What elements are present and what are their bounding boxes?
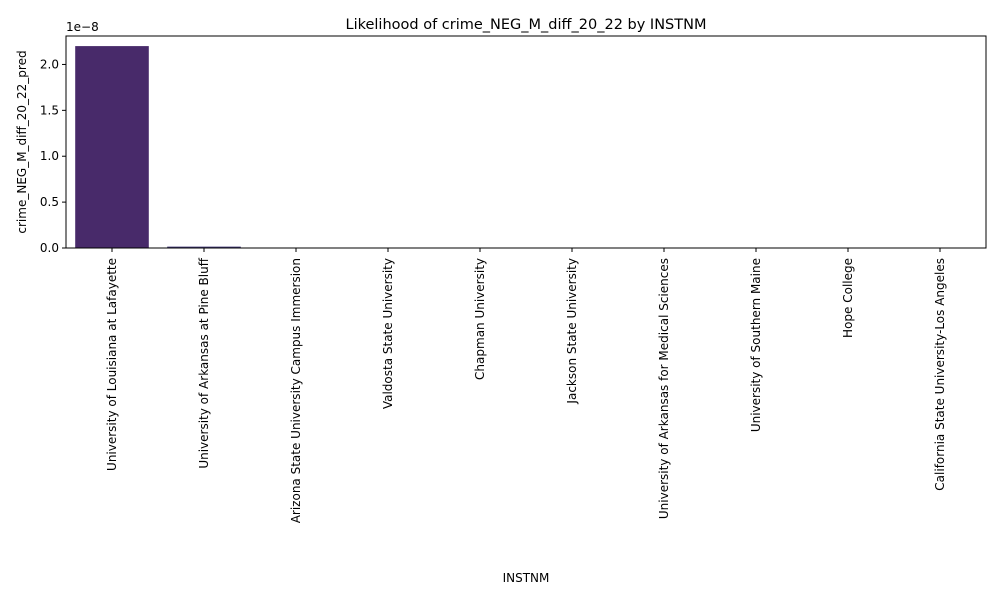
x-axis: University of Louisiana at Lafayette Univ… [105, 248, 947, 523]
bar-1 [75, 46, 149, 248]
x-tick-label: Arizona State University Campus Immersio… [289, 258, 303, 523]
y-tick-label: 0.0 [40, 241, 59, 255]
x-tick-label: University of Louisiana at Lafayette [105, 258, 119, 471]
plot-frame [65, 35, 987, 249]
x-tick-label: Hope College [841, 258, 855, 338]
y-axis-label: crime_NEG_M_diff_20_22_pred [15, 50, 29, 233]
bars [75, 46, 977, 248]
bar-2 [167, 246, 241, 248]
x-tick-label: Jackson State University [565, 258, 579, 405]
y-tick-label: 0.5 [40, 195, 59, 209]
chart-title: Likelihood of crime_NEG_M_diff_20_22 by … [346, 17, 707, 33]
x-tick-label: University of Arkansas for Medical Scien… [657, 258, 671, 519]
x-axis-label: INSTNM [503, 571, 550, 585]
x-tick-label: University of Arkansas at Pine Bluff [197, 257, 211, 468]
y-tick-label: 1.0 [40, 149, 59, 163]
y-scale-label: 1e−8 [66, 20, 99, 34]
y-tick-label: 2.0 [40, 57, 59, 71]
y-axis: 0.0 0.5 1.0 1.5 2.0 [40, 57, 66, 255]
x-tick-label: California State University-Los Angeles [933, 258, 947, 491]
x-tick-label: University of Southern Maine [749, 258, 763, 432]
y-tick-label: 1.5 [40, 103, 59, 117]
x-tick-label: Valdosta State University [381, 258, 395, 409]
x-tick-label: Chapman University [473, 258, 487, 380]
